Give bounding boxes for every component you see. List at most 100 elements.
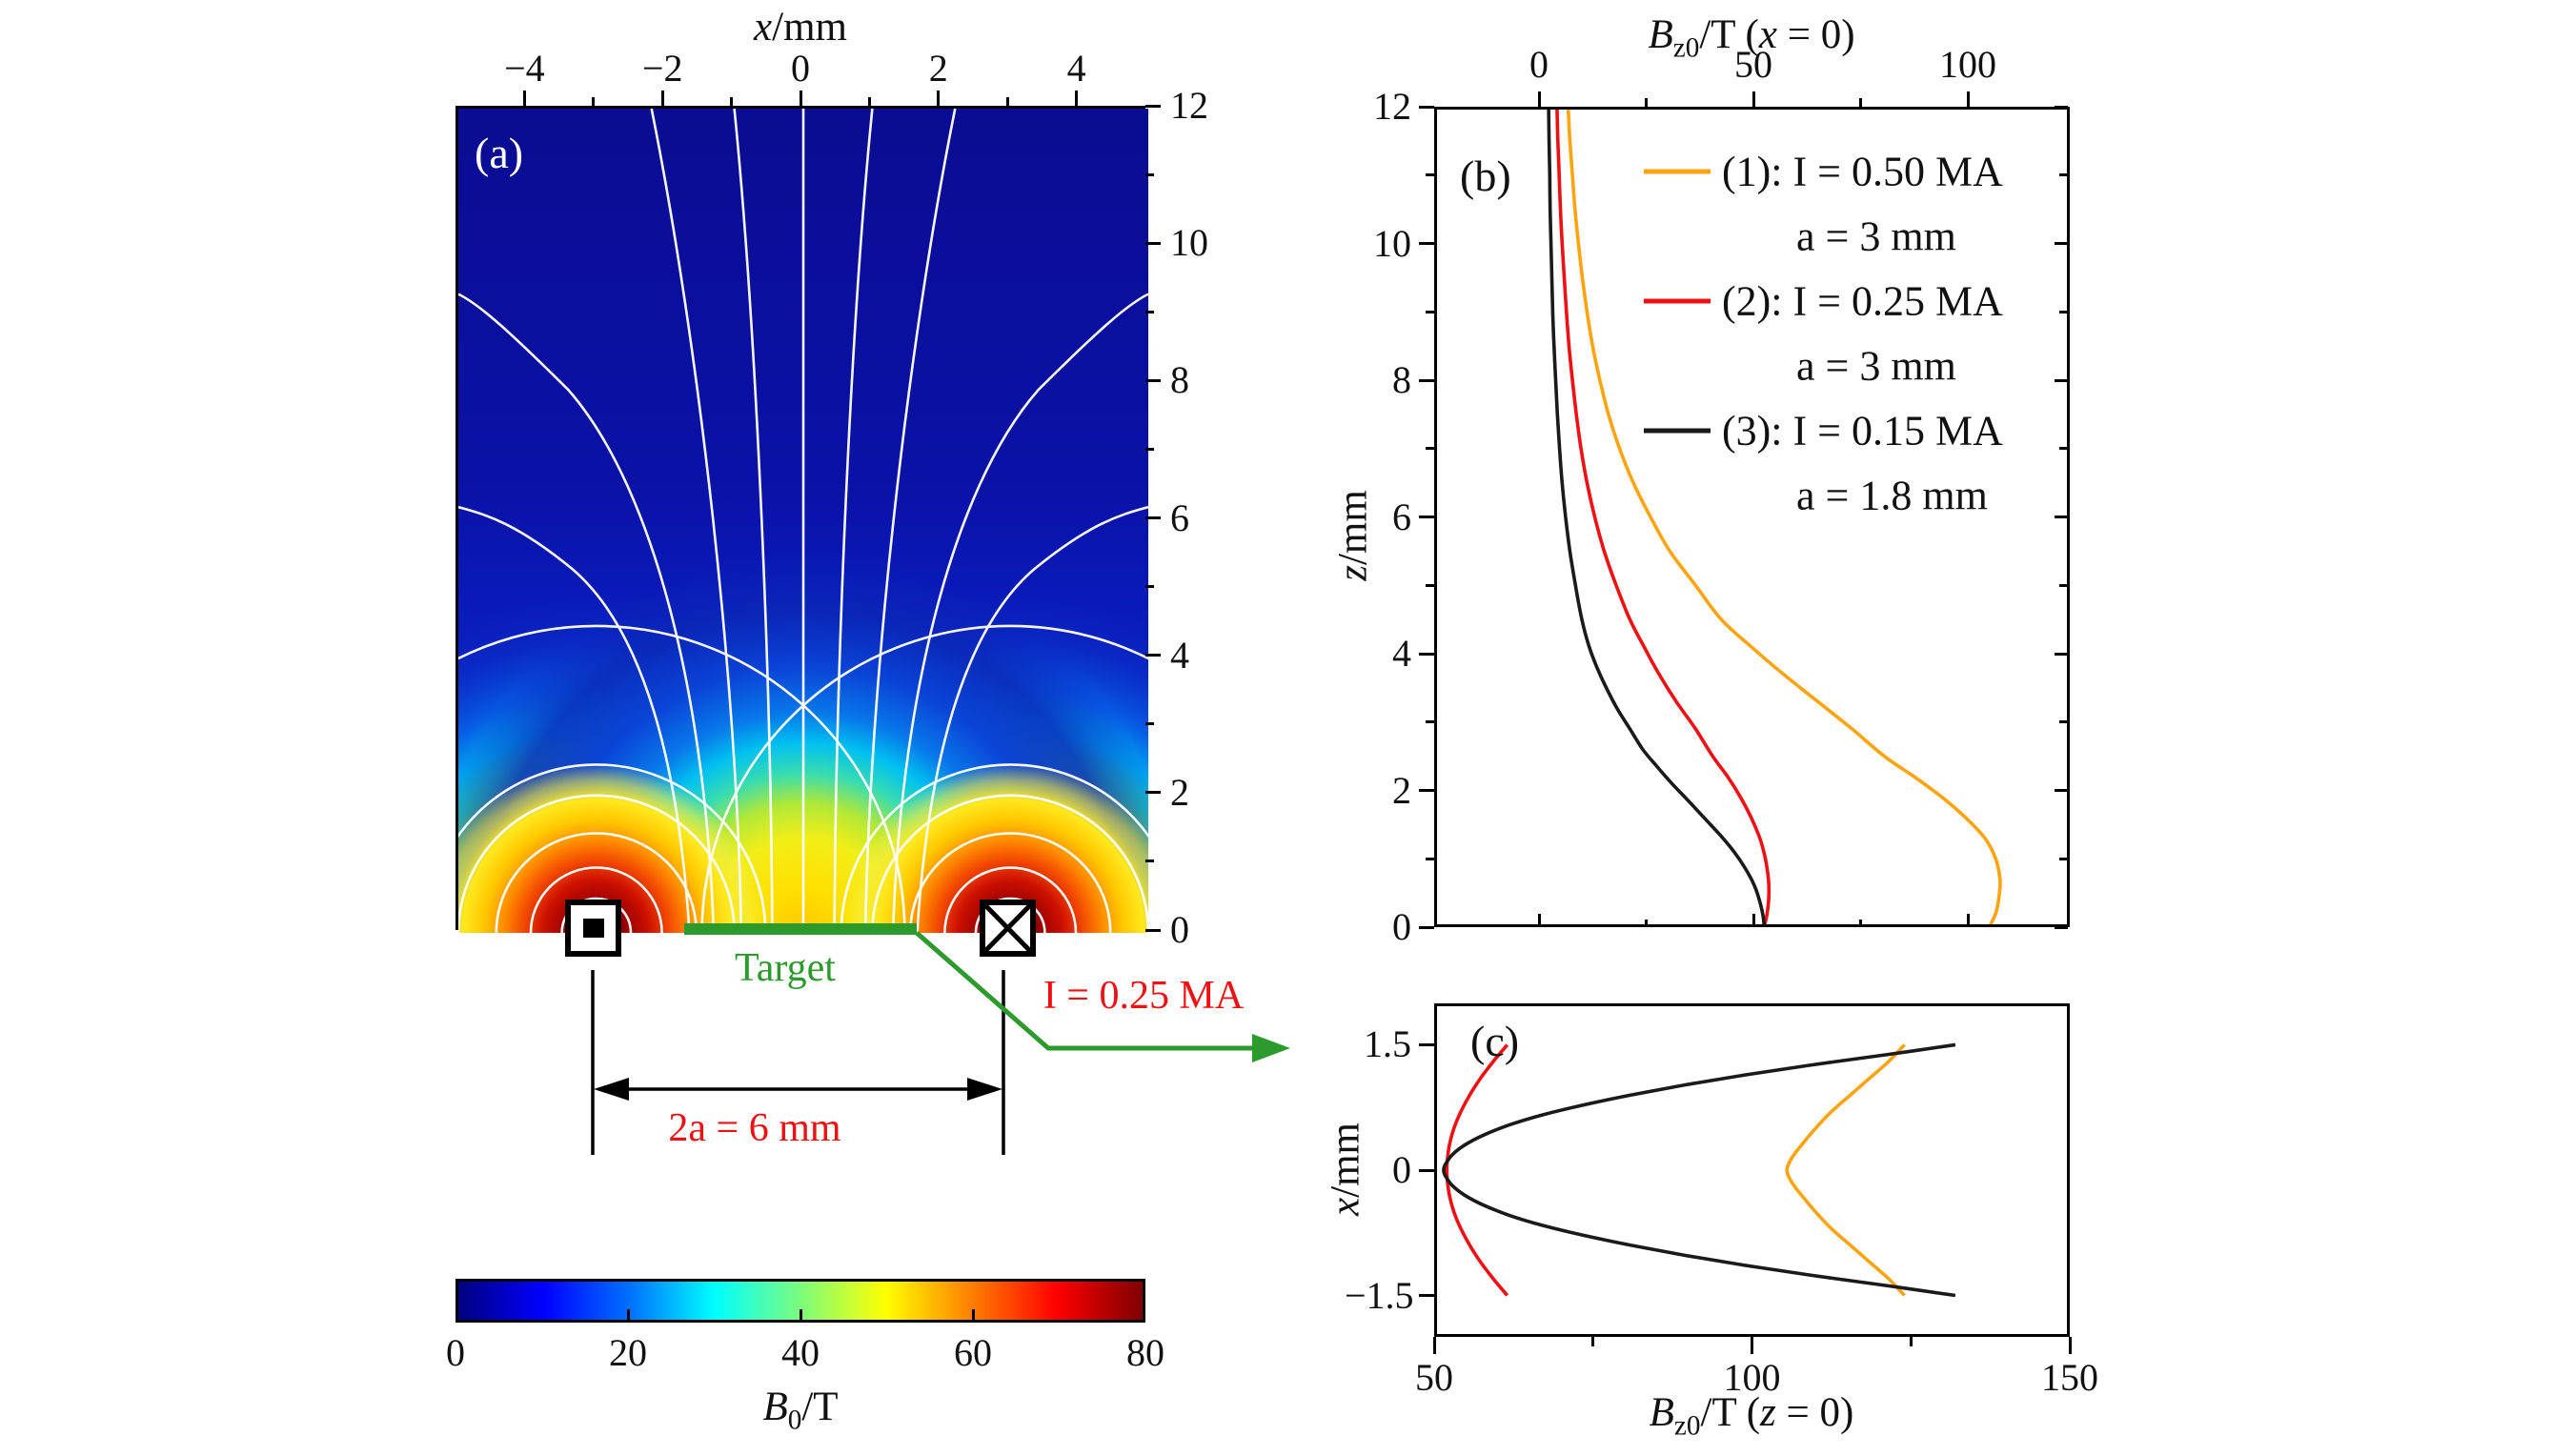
- panel-b-right-minor-tick: [2059, 447, 2068, 451]
- panel-b-bottom-tick: [1966, 914, 1970, 927]
- colorbar-tick-label: 40: [781, 1331, 820, 1374]
- panel-b-right-minor-tick: [2059, 310, 2068, 313]
- panel-b-left-tick-label: 0: [1392, 905, 1411, 948]
- curve-2: [1445, 1043, 1509, 1297]
- panel-a-top-tick: [522, 91, 526, 106]
- field-loop: [700, 624, 1148, 933]
- panel-c-bottom-tick: [1751, 1337, 1753, 1354]
- field-loop: [974, 897, 1046, 933]
- panel-b-top-axis-title: Bz0/T (x = 0): [1648, 12, 1855, 64]
- panel-a-right-tick: [1145, 654, 1161, 657]
- colorbar-tick-label: 80: [1126, 1331, 1164, 1374]
- panel-c-plot-area: [1434, 1003, 2070, 1337]
- panel-a-right-minor-tick: [1145, 585, 1154, 589]
- target-strip: [684, 923, 917, 935]
- arrow-left-icon: [594, 1078, 629, 1101]
- field-line: [891, 293, 1148, 933]
- panel-b-right-tick: [2055, 516, 2068, 518]
- field-line: [458, 293, 716, 933]
- panel-b-right-tick: [2055, 378, 2068, 382]
- panel-b-tag: (b): [1460, 152, 1511, 200]
- panel-b-bottom-minor-tick: [1859, 920, 1862, 927]
- panel-b-left-minor-tick: [1426, 310, 1434, 313]
- panel-b-right-minor-tick: [2059, 583, 2068, 587]
- field-loop: [840, 763, 1148, 933]
- panel-a-right-tick: [1145, 516, 1161, 519]
- panel-b-curves-svg: [1547, 110, 2002, 924]
- legend-entry-sublabel: a = 3 mm: [1796, 342, 1956, 390]
- panel-b-left-minor-tick: [1426, 447, 1434, 451]
- colorbar-tick: [799, 1309, 802, 1321]
- target-label: Target: [735, 946, 836, 990]
- panel-a-right-minor-tick: [1145, 172, 1154, 176]
- legend-entry-sublabel: a = 3 mm: [1796, 212, 1956, 260]
- panel-a-right-tick-label: 12: [1170, 84, 1208, 127]
- panel-a-top-axis-title: x/mm: [754, 5, 847, 50]
- panel-a-right-tick-label: 2: [1170, 770, 1189, 814]
- legend-swatch: [1644, 169, 1711, 174]
- panel-a-top-tick-label: 4: [1066, 47, 1086, 90]
- panel-c-tag: (c): [1470, 1017, 1520, 1065]
- curve-3: [1442, 1042, 1956, 1298]
- panel-c-bottom-tick: [2068, 1337, 2072, 1354]
- panel-a-right-tick-label: 4: [1170, 633, 1189, 677]
- field-lines: [458, 109, 1148, 933]
- panel-a-top-minor-tick: [867, 97, 871, 106]
- colorbar-tick: [971, 1309, 975, 1321]
- panel-a-right-tick: [1145, 104, 1161, 108]
- spacing-annotation: 2a = 6 mm: [668, 1106, 841, 1150]
- field-line: [916, 505, 1148, 933]
- legend-entry-label: (1): I = 0.50 MA: [1722, 148, 2003, 195]
- colorbar-tick-label: 60: [954, 1331, 992, 1374]
- colorbar-tick-label: 20: [609, 1331, 647, 1374]
- panel-b-left-minor-tick: [1426, 857, 1434, 860]
- panel-a-top-tick: [937, 91, 941, 106]
- panel-c-left-tick: [1419, 1294, 1434, 1298]
- field-loop: [458, 763, 767, 933]
- target-callout-line: [915, 931, 1256, 1051]
- field-loop: [943, 866, 1078, 933]
- panel-a-right-minor-tick: [1145, 310, 1154, 313]
- legend-entry-sublabel: a = 1.8 mm: [1796, 472, 1988, 519]
- panel-c-bottom-minor-tick: [1591, 1337, 1595, 1346]
- panel-b-right-tick: [2055, 242, 2068, 245]
- green-arrowhead-icon: [1252, 1034, 1290, 1062]
- panel-c-left-tick: [1419, 1042, 1434, 1046]
- arrow-right-icon: [967, 1078, 1002, 1101]
- field-line: [458, 505, 691, 933]
- curve-1: [1785, 1043, 1906, 1297]
- panel-c-bottom-minor-tick: [1909, 1337, 1913, 1346]
- field-line: [863, 109, 957, 933]
- colorbar-tick-label: 0: [446, 1331, 465, 1374]
- panel-a-top-minor-tick: [592, 97, 596, 106]
- panel-c-bottom-tick-label: 150: [2041, 1356, 2098, 1399]
- panel-a-right-minor-tick: [1145, 447, 1154, 451]
- panel-b-right-tick: [2055, 925, 2068, 929]
- wire-left-symbol: [565, 900, 621, 957]
- panel-b-left-tick-label: 10: [1373, 221, 1411, 265]
- panel-c-left-tick-label: 1.5: [1364, 1022, 1411, 1066]
- panel-a-right-minor-tick: [1145, 722, 1154, 726]
- legend-entry-label: (3): I = 0.15 MA: [1722, 407, 2003, 455]
- panel-b-top-minor-tick: [1859, 98, 1862, 107]
- panel-b-left-tick-label: 2: [1392, 768, 1411, 812]
- panel-b-top-tick-label: 0: [1529, 43, 1549, 86]
- panel-b-bottom-tick: [1537, 914, 1541, 927]
- panel-c-bottom-tick-label: 100: [1723, 1356, 1781, 1399]
- field-loop: [560, 897, 633, 933]
- panel-b-top-minor-tick: [1645, 98, 1648, 107]
- field-loop: [908, 832, 1112, 933]
- colorbar-title: B0/T: [762, 1385, 839, 1436]
- panel-a-top-tick-label: −4: [504, 47, 545, 90]
- panel-b-left-minor-tick: [1426, 720, 1434, 724]
- panel-b-left-tick: [1419, 789, 1434, 792]
- panel-b-left-tick-label: 6: [1392, 495, 1411, 538]
- panel-b-left-tick: [1419, 925, 1434, 929]
- panel-a-top-tick: [1075, 91, 1079, 106]
- panel-b-left-minor-tick: [1426, 583, 1434, 587]
- panel-a-top-tick: [799, 91, 802, 106]
- field-line: [650, 109, 743, 933]
- panel-c-bottom-axis-title: Bz0/T (z = 0): [1649, 1390, 1854, 1442]
